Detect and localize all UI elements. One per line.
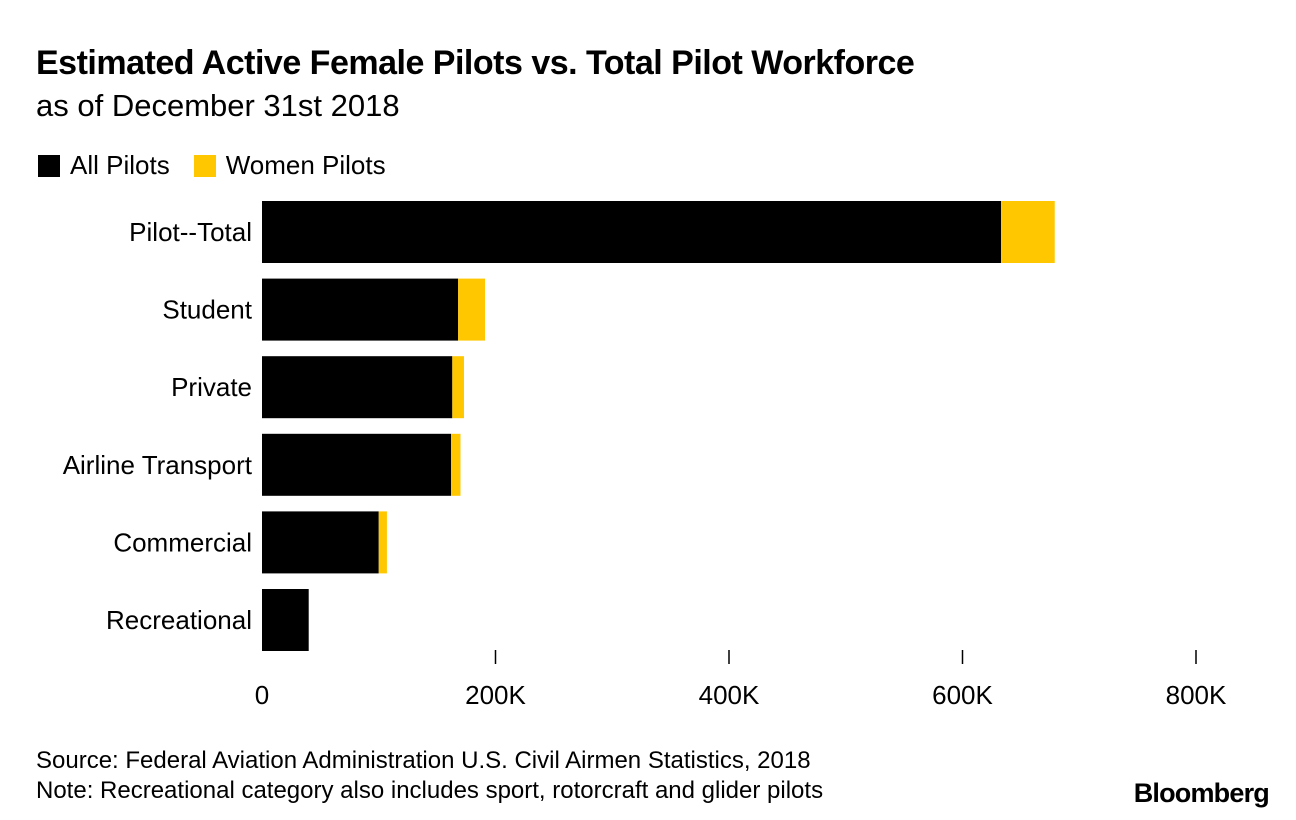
- chart-subtitle: as of December 31st 2018: [36, 88, 400, 123]
- bar-all-pilots-commercial: [262, 511, 379, 574]
- bar-women-pilots-private: [452, 356, 464, 419]
- category-label-pilot-total: Pilot--Total: [129, 217, 252, 247]
- bar-all-pilots-recreational: [262, 589, 309, 651]
- legend-swatch-women-pilots: [193, 154, 216, 177]
- bar-all-pilots-student: [262, 278, 459, 341]
- legend-item-women-pilots: Women Pilots: [193, 150, 386, 181]
- legend-swatch-all-pilots: [38, 154, 60, 177]
- category-label-airline-transport: Airline Transport: [63, 450, 253, 480]
- x-tick-label-600k: 600K: [932, 680, 993, 710]
- x-tick-label-0: 0: [255, 680, 269, 710]
- bar-women-pilots-airline-transport: [451, 433, 461, 496]
- legend: All Pilots Women Pilots: [38, 150, 410, 181]
- x-tick-label-400k: 400K: [699, 680, 760, 710]
- category-label-private: Private: [171, 372, 252, 402]
- bloomberg-logo: Bloomberg: [1133, 778, 1270, 808]
- bar-all-pilots-pilot-total: [262, 201, 1002, 263]
- footnote: Note: Recreational category also include…: [36, 777, 824, 804]
- chart-title: Estimated Active Female Pilots vs. Total…: [36, 44, 915, 82]
- footer: Source: Federal Aviation Administration …: [36, 746, 823, 806]
- x-tick-label-200k: 200K: [465, 680, 526, 710]
- source-note: Source: Federal Aviation Administration …: [36, 747, 811, 774]
- bar-all-pilots-airline-transport: [262, 433, 452, 496]
- category-label-recreational: Recreational: [106, 605, 252, 635]
- bar-women-pilots-pilot-total: [1001, 201, 1055, 263]
- category-label-student: Student: [162, 295, 252, 325]
- bar-women-pilots-student: [458, 278, 485, 341]
- legend-label-women-pilots: Women Pilots: [225, 150, 386, 180]
- legend-label-all-pilots: All Pilots: [70, 150, 170, 180]
- x-tick-label-800k: 800K: [1166, 680, 1227, 710]
- legend-item-all-pilots: All Pilots: [38, 150, 170, 181]
- bar-women-pilots-commercial: [378, 511, 387, 574]
- bar-all-pilots-private: [262, 356, 453, 419]
- bar-chart: Pilot--Total Student Private Airline Transp…: [63, 201, 1227, 710]
- category-label-commercial: Commercial: [113, 527, 252, 557]
